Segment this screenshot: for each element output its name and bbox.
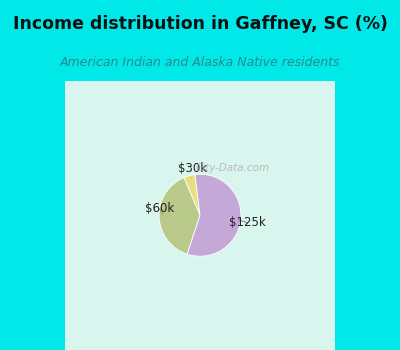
Wedge shape bbox=[187, 174, 241, 256]
Text: City-Data.com: City-Data.com bbox=[195, 163, 270, 173]
Wedge shape bbox=[184, 175, 200, 215]
Text: $125k: $125k bbox=[229, 216, 266, 229]
Bar bbox=[65, 80, 335, 350]
Wedge shape bbox=[159, 177, 200, 254]
Text: Income distribution in Gaffney, SC (%): Income distribution in Gaffney, SC (%) bbox=[12, 15, 388, 33]
Text: $30k: $30k bbox=[178, 162, 208, 178]
Text: American Indian and Alaska Native residents: American Indian and Alaska Native reside… bbox=[60, 56, 340, 69]
Text: $60k: $60k bbox=[145, 202, 174, 215]
